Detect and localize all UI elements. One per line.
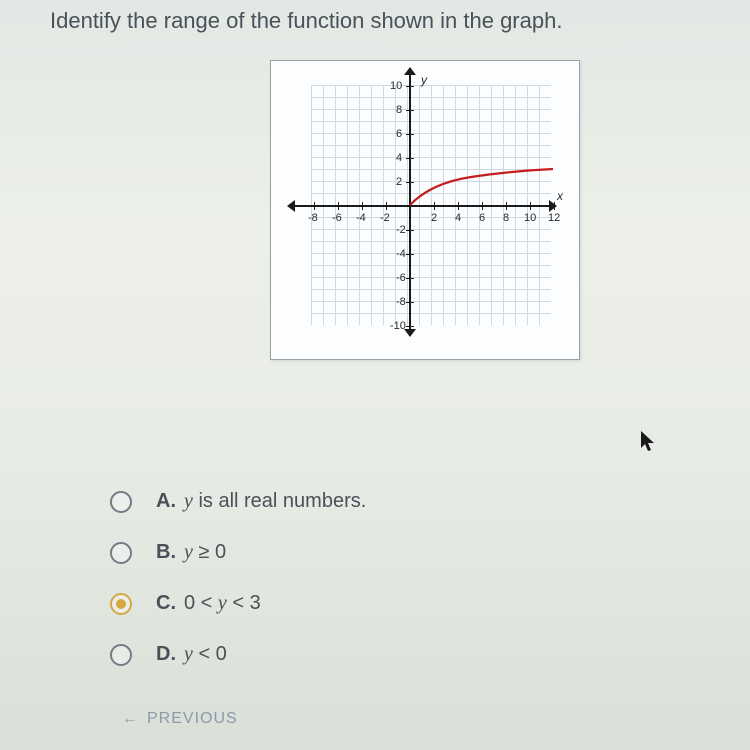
y-tick-label: -4 [396, 248, 406, 260]
option-text: 0 < y < 3 [184, 592, 261, 615]
x-tick [554, 202, 555, 210]
y-axis-label: y [421, 73, 427, 87]
y-tick [406, 134, 414, 135]
previous-button[interactable]: ← PREVIOUS [122, 710, 238, 728]
y-tick [406, 110, 414, 111]
x-axis [291, 205, 553, 207]
y-tick-label: 4 [396, 152, 402, 164]
option-letter: C. [156, 592, 176, 615]
radio-button[interactable] [110, 644, 132, 666]
x-tick [458, 202, 459, 210]
option-row[interactable]: A. y is all real numbers. [110, 490, 366, 513]
graph-axes: y x -8 -6 -4 -2 2 4 6 8 10 12 10 8 6 4 2 -2 -4 -6 -8 -10 [291, 71, 561, 341]
y-tick-label: 10 [390, 80, 402, 92]
y-tick [406, 158, 414, 159]
x-tick-label: 6 [479, 212, 485, 224]
x-tick [386, 202, 387, 210]
option-row[interactable]: C. 0 < y < 3 [110, 592, 366, 615]
x-tick-label: -2 [380, 212, 390, 224]
x-tick [482, 202, 483, 210]
graph-panel: y x -8 -6 -4 -2 2 4 6 8 10 12 10 8 6 4 2 -2 -4 -6 -8 -10 [270, 60, 580, 360]
y-tick [406, 302, 414, 303]
arrow-left-icon [287, 200, 295, 212]
x-tick-label: 10 [524, 212, 536, 224]
arrow-right-icon [549, 200, 557, 212]
question-text: Identify the range of the function shown… [50, 8, 562, 34]
x-tick-label: 2 [431, 212, 437, 224]
option-letter: D. [156, 643, 176, 666]
x-tick [506, 202, 507, 210]
y-tick-label: -2 [396, 224, 406, 236]
x-tick [530, 202, 531, 210]
option-letter: B. [156, 541, 176, 564]
radio-button[interactable] [110, 593, 132, 615]
y-tick-label: 8 [396, 104, 402, 116]
option-text: y < 0 [184, 643, 227, 666]
y-tick [406, 326, 414, 327]
option-row[interactable]: D. y < 0 [110, 643, 366, 666]
y-tick-label: -6 [396, 272, 406, 284]
y-tick-label: 2 [396, 176, 402, 188]
y-tick [406, 86, 414, 87]
x-tick-label: 12 [548, 212, 560, 224]
cursor-icon [640, 430, 658, 454]
radio-button[interactable] [110, 542, 132, 564]
arrow-up-icon [404, 67, 416, 75]
x-tick-label: -6 [332, 212, 342, 224]
x-tick [434, 202, 435, 210]
y-tick [406, 182, 414, 183]
x-tick [338, 202, 339, 210]
x-axis-label: x [557, 189, 563, 203]
y-tick [406, 254, 414, 255]
option-letter: A. [156, 490, 176, 513]
answer-options: A. y is all real numbers. B. y ≥ 0 C. 0 < y <… [110, 490, 366, 694]
x-tick [362, 202, 363, 210]
x-tick-label: -8 [308, 212, 318, 224]
previous-label: PREVIOUS [147, 710, 238, 727]
arrow-left-icon: ← [122, 710, 139, 727]
y-tick [406, 278, 414, 279]
radio-button[interactable] [110, 491, 132, 513]
option-row[interactable]: B. y ≥ 0 [110, 541, 366, 564]
x-tick [314, 202, 315, 210]
y-tick-label: -10 [390, 320, 406, 332]
x-tick-label: -4 [356, 212, 366, 224]
y-tick [406, 230, 414, 231]
x-tick-label: 8 [503, 212, 509, 224]
option-text: y ≥ 0 [184, 541, 226, 564]
y-tick-label: -8 [396, 296, 406, 308]
option-text: y is all real numbers. [184, 490, 366, 513]
y-tick-label: 6 [396, 128, 402, 140]
x-tick-label: 4 [455, 212, 461, 224]
